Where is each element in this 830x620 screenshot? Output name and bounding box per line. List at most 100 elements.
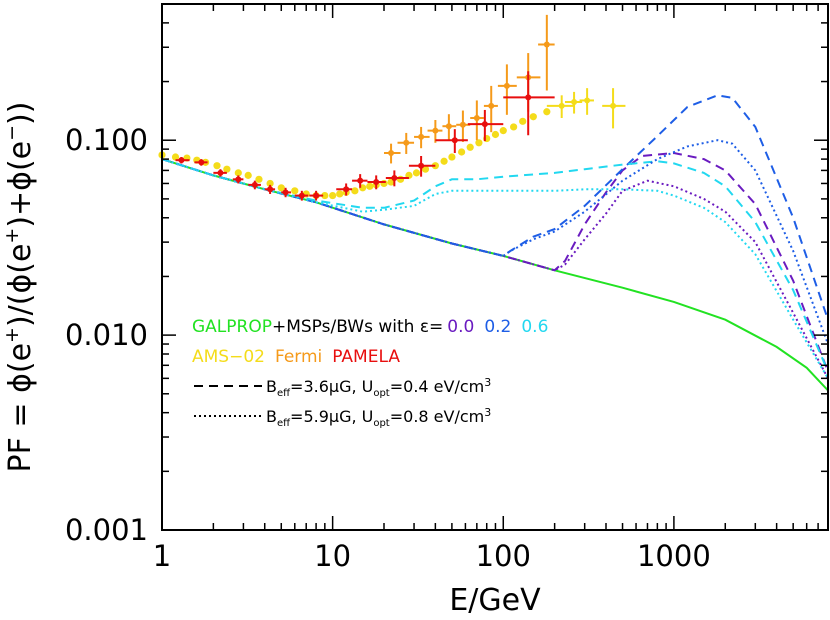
legend-row-2: AMS−02 Fermi PAMELA — [192, 347, 400, 367]
data-point-0-27 — [412, 169, 421, 177]
data-point-2-8 — [497, 64, 517, 115]
legend-entry-2-0: AMS−02 — [192, 347, 265, 367]
data-point-0-38 — [510, 123, 518, 131]
legend-entry-1-4: 0.6 — [521, 317, 548, 337]
data-point-0-30 — [440, 157, 448, 165]
data-point-0-41 — [543, 108, 551, 116]
data-point-0-5 — [213, 162, 221, 170]
data-point-0-7 — [234, 169, 242, 177]
data-point-3-3 — [232, 175, 244, 184]
data-point-3-7 — [294, 190, 309, 201]
data-point-2-6 — [470, 100, 484, 141]
data-point-3-6 — [281, 187, 291, 198]
data-point-0-19 — [351, 187, 359, 195]
data-point-0-23 — [380, 179, 388, 188]
series-line-5 — [162, 139, 828, 345]
legend: GALPROP+MSPs/BWs with ε= 0.0 0.2 0.6 AMS−02 F… — [192, 317, 548, 429]
y-tick-label-0: 0.001 — [65, 513, 148, 547]
legend-entry-2-1: Fermi — [275, 347, 322, 367]
data-point-3-5 — [264, 184, 276, 194]
data-point-0-16 — [329, 191, 337, 200]
series-line-2 — [162, 94, 828, 321]
y-label-sup-1: + — [1, 327, 23, 343]
data-point-3-12 — [385, 170, 409, 187]
data-point-3-1 — [194, 159, 208, 166]
data-point-0-11 — [277, 184, 285, 192]
legend-entry-2-2: PAMELA — [332, 347, 400, 367]
y-label-part-0: PF = — [3, 393, 38, 473]
data-point-0-33 — [466, 143, 474, 151]
data-point-2-2 — [414, 126, 430, 149]
legend-entry-1-1: +MSPs/BWs with ε= — [272, 317, 443, 337]
legend-entry-1-2: 0.0 — [447, 317, 474, 337]
y-label-part-7: )) — [3, 102, 38, 125]
data-point-0-32 — [458, 148, 466, 156]
data-point-0-12 — [291, 187, 299, 195]
data-point-0-31 — [448, 153, 456, 161]
data-point-0-21 — [366, 182, 374, 190]
data-point-3-9 — [336, 183, 353, 196]
series-line-3 — [162, 158, 828, 372]
y-tick-label-2: 0.100 — [65, 123, 148, 157]
series-line-6 — [162, 158, 828, 379]
plot-frame — [161, 3, 829, 531]
y-label-sup-3: − — [1, 125, 23, 141]
data-point-2-0 — [384, 143, 401, 164]
data-point-3-15 — [467, 109, 504, 142]
data-point-2-3 — [427, 119, 443, 143]
data-point-3-13 — [408, 155, 436, 177]
x-tick-label-2: 100 — [476, 539, 531, 573]
data-point-0-6 — [223, 165, 231, 173]
data-points-layer — [158, 14, 626, 201]
data-point-0-9 — [255, 175, 263, 183]
y-tick-label-1: 0.010 — [65, 318, 148, 352]
data-point-1-1 — [564, 91, 583, 114]
data-point-3-0 — [175, 157, 190, 164]
data-point-0-36 — [491, 130, 500, 139]
data-point-0-15 — [321, 191, 329, 200]
x-tick-label-1: 10 — [314, 539, 351, 573]
data-point-0-28 — [421, 165, 430, 173]
y-label-part-1: ϕ(e — [3, 343, 38, 393]
data-point-2-10 — [538, 14, 555, 91]
x-axis-label: E/GeV — [449, 583, 541, 618]
data-point-0-37 — [499, 127, 507, 135]
data-point-3-8 — [309, 190, 324, 201]
y-label-part-3: )/(ϕ(e — [3, 244, 38, 327]
data-point-3-14 — [435, 129, 468, 153]
legend-entry-1-0: GALPROP — [192, 317, 272, 337]
data-point-3-4 — [248, 180, 261, 190]
data-point-0-17 — [336, 190, 344, 198]
data-point-0-40 — [529, 113, 537, 121]
data-point-1-2 — [579, 88, 594, 115]
data-point-0-25 — [396, 175, 405, 183]
data-point-3-11 — [367, 175, 386, 190]
x-tick-label-0: 1 — [153, 539, 171, 573]
legend-cond-4: Beff=5.9μG, Uopt=0.8 eV/cm3 — [266, 406, 491, 429]
data-point-2-1 — [397, 132, 415, 154]
ticks-layer: 1 10 100 1000 0.001 0.010 0.100 — [65, 3, 829, 573]
data-point-3-16 — [503, 71, 555, 136]
y-label-sup-2: + — [1, 228, 23, 244]
x-tick-label-3: 1000 — [637, 539, 711, 573]
data-point-0-10 — [266, 179, 274, 188]
data-point-2-4 — [442, 114, 457, 141]
legend-cond-3: Beff=3.6μG, Uopt=0.4 eV/cm3 — [266, 376, 491, 399]
data-point-3-10 — [352, 174, 368, 188]
series-layer — [162, 94, 828, 392]
legend-row-1: GALPROP+MSPs/BWs with ε= 0.0 0.2 0.6 — [192, 317, 548, 337]
data-point-0-1 — [171, 153, 180, 161]
y-axis-label: PF = ϕ(e+)/(ϕ(e+)+ϕ(e−)) — [1, 102, 38, 473]
data-point-2-5 — [456, 110, 471, 142]
series-line-4 — [162, 158, 828, 379]
data-point-3-2 — [213, 169, 227, 177]
data-point-0-34 — [475, 139, 483, 147]
series-line-1 — [162, 151, 828, 372]
data-point-1-0 — [546, 95, 575, 119]
legend-entry-1-3: 0.2 — [484, 317, 511, 337]
data-point-0-39 — [519, 117, 527, 125]
data-point-1-3 — [602, 88, 626, 129]
y-label-part-5: )+ϕ(e — [3, 141, 38, 228]
data-point-0-8 — [244, 171, 252, 179]
